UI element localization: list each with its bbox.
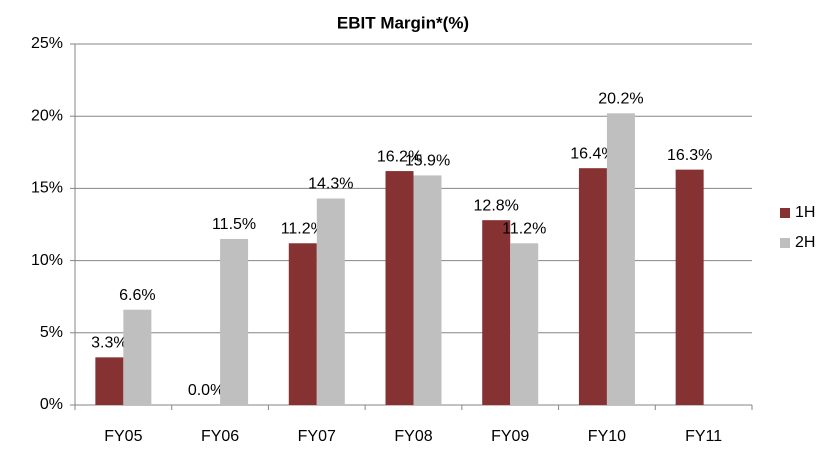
legend-label: 1H <box>795 204 815 221</box>
data-label: 11.5% <box>212 216 256 233</box>
data-label: 12.8% <box>474 197 519 214</box>
bar <box>95 357 124 405</box>
bar <box>220 238 249 405</box>
legend-label: 2H <box>795 234 815 251</box>
legend-swatch <box>780 238 790 248</box>
x-tick-label: FY09 <box>491 428 529 445</box>
bar <box>510 243 539 405</box>
bar <box>578 168 607 405</box>
bar <box>413 175 442 405</box>
bar <box>123 309 152 405</box>
legend-swatch <box>780 208 790 218</box>
x-tick-label: FY10 <box>588 428 626 445</box>
y-tick-label: 25% <box>31 35 63 52</box>
y-tick-label: 5% <box>40 324 63 341</box>
y-tick-label: 10% <box>31 252 63 269</box>
data-label: 16.3% <box>667 147 712 164</box>
y-tick-label: 0% <box>40 396 63 413</box>
x-tick-label: FY07 <box>298 428 336 445</box>
y-tick-label: 15% <box>31 180 63 197</box>
chart-title: EBIT Margin*(%) <box>337 13 469 32</box>
x-tick-label: FY05 <box>104 428 142 445</box>
data-label: 20.2% <box>598 91 643 108</box>
data-label: 16.2% <box>377 148 422 165</box>
bar <box>606 113 635 405</box>
bar <box>385 171 414 405</box>
data-label: 3.3% <box>91 335 127 352</box>
x-tick-label: FY08 <box>394 428 432 445</box>
data-label: 14.3% <box>308 176 353 193</box>
data-label: 0.0% <box>188 382 224 399</box>
data-label: 15.9% <box>405 153 450 170</box>
x-tick-label: FY11 <box>685 428 722 445</box>
bar <box>288 243 317 405</box>
bar <box>482 220 511 405</box>
bar <box>675 169 704 405</box>
data-label: 6.6% <box>119 287 155 304</box>
data-label: 11.2% <box>502 220 546 237</box>
y-tick-label: 20% <box>31 107 63 124</box>
data-label: 16.4% <box>570 145 615 162</box>
bar <box>316 198 345 405</box>
data-label: 11.2% <box>281 220 325 237</box>
x-tick-label: FY06 <box>201 428 239 445</box>
